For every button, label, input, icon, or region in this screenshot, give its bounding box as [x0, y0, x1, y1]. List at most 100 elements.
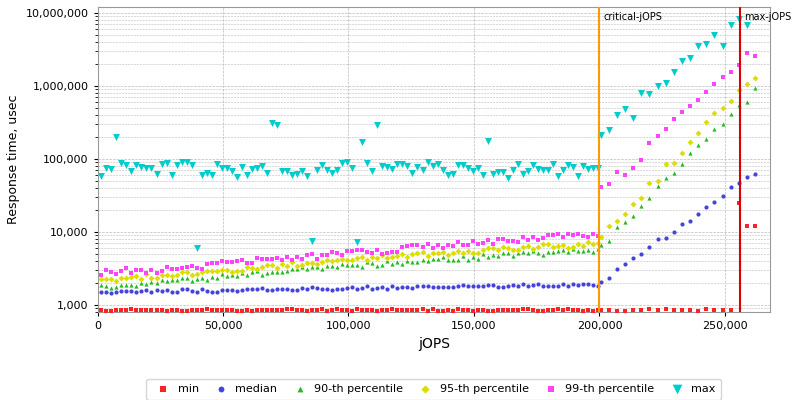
90-th percentile	[618, 219, 631, 225]
median	[582, 281, 594, 287]
min	[651, 307, 664, 313]
max	[391, 161, 404, 168]
95-th percentile	[421, 253, 434, 259]
90-th percentile	[462, 256, 474, 263]
max	[562, 162, 574, 169]
99-th percentile	[582, 234, 594, 240]
90-th percentile	[401, 258, 414, 264]
Legend: min, median, 90-th percentile, 95-th percentile, 99-th percentile, max: min, median, 90-th percentile, 95-th per…	[146, 378, 721, 400]
90-th percentile	[186, 278, 198, 285]
95-th percentile	[310, 261, 323, 268]
median	[200, 288, 213, 294]
max	[582, 166, 594, 172]
95-th percentile	[226, 269, 238, 275]
95-th percentile	[391, 253, 404, 259]
min	[386, 306, 399, 312]
max	[506, 167, 519, 174]
90-th percentile	[542, 249, 554, 255]
X-axis label: jOPS: jOPS	[418, 336, 450, 350]
99-th percentile	[692, 97, 705, 104]
99-th percentile	[416, 244, 429, 250]
max	[416, 167, 429, 173]
Text: max-jOPS: max-jOPS	[744, 12, 791, 22]
95-th percentile	[396, 250, 409, 257]
max	[306, 238, 318, 244]
Text: critical-jOPS: critical-jOPS	[603, 12, 662, 22]
min	[675, 307, 688, 314]
95-th percentile	[546, 243, 559, 250]
max	[635, 90, 648, 96]
min	[618, 308, 631, 314]
min	[451, 306, 464, 312]
min	[100, 307, 113, 314]
median	[552, 282, 565, 289]
max	[150, 171, 163, 178]
max	[135, 164, 148, 170]
95-th percentile	[105, 276, 118, 282]
max	[667, 68, 680, 75]
median	[105, 289, 118, 296]
99-th percentile	[451, 239, 464, 245]
99-th percentile	[275, 257, 288, 264]
max	[130, 162, 143, 168]
95-th percentile	[255, 264, 268, 271]
median	[186, 288, 198, 295]
median	[462, 283, 474, 289]
min	[321, 308, 334, 314]
median	[195, 286, 208, 292]
max	[180, 159, 193, 166]
median	[594, 279, 607, 285]
95-th percentile	[306, 260, 318, 266]
95-th percentile	[667, 159, 680, 166]
min	[275, 307, 288, 314]
95-th percentile	[95, 276, 108, 282]
90-th percentile	[346, 261, 358, 268]
90-th percentile	[491, 253, 504, 259]
max	[376, 163, 389, 169]
max	[215, 165, 228, 172]
median	[165, 289, 178, 296]
90-th percentile	[476, 251, 489, 258]
min	[165, 307, 178, 314]
max	[476, 172, 489, 178]
max	[502, 174, 514, 181]
median	[542, 283, 554, 290]
99-th percentile	[206, 260, 218, 266]
99-th percentile	[542, 232, 554, 238]
max	[351, 239, 364, 245]
min	[491, 306, 504, 313]
99-th percentile	[602, 181, 615, 187]
max	[517, 171, 530, 178]
min	[446, 308, 459, 314]
99-th percentile	[336, 252, 349, 258]
median	[577, 281, 590, 288]
95-th percentile	[120, 274, 133, 281]
99-th percentile	[296, 256, 309, 262]
99-th percentile	[100, 266, 113, 273]
median	[502, 282, 514, 289]
min	[416, 306, 429, 312]
max	[491, 169, 504, 175]
min	[286, 306, 298, 312]
99-th percentile	[626, 164, 639, 171]
min	[190, 307, 203, 313]
90-th percentile	[230, 272, 243, 279]
min	[356, 307, 369, 313]
99-th percentile	[371, 246, 384, 253]
90-th percentile	[446, 256, 459, 263]
max	[206, 172, 218, 179]
min	[482, 308, 494, 314]
95-th percentile	[506, 247, 519, 254]
median	[95, 289, 108, 295]
90-th percentile	[341, 262, 354, 268]
max	[431, 161, 444, 167]
median	[537, 283, 550, 289]
99-th percentile	[150, 270, 163, 276]
max	[446, 170, 459, 177]
95-th percentile	[155, 272, 168, 279]
max	[592, 165, 605, 171]
99-th percentile	[456, 241, 469, 248]
min	[572, 306, 585, 313]
95-th percentile	[476, 247, 489, 254]
90-th percentile	[200, 276, 213, 283]
